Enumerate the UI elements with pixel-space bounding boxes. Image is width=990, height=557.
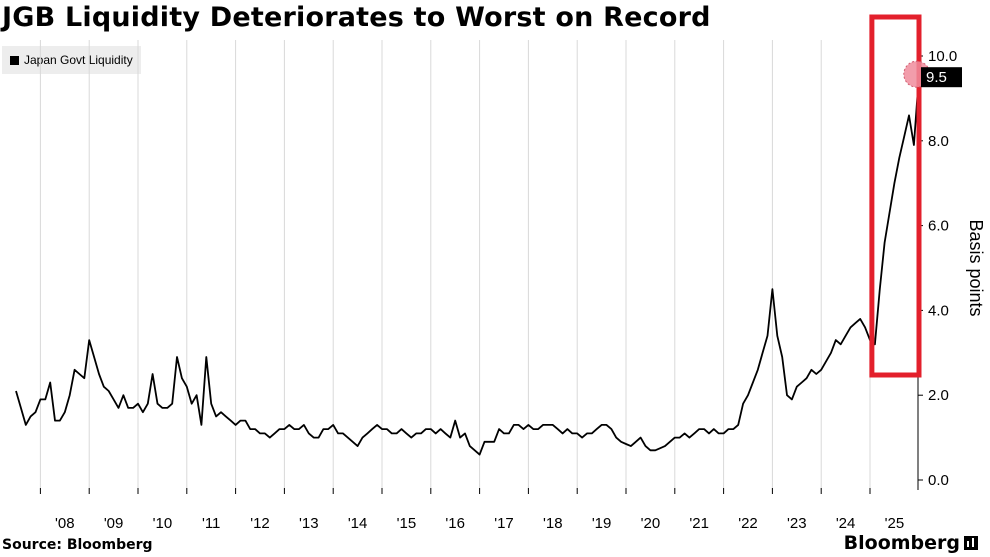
- x-tick-label: '22: [738, 515, 758, 532]
- x-tick-label: '18: [543, 515, 563, 532]
- x-tick-label: '17: [494, 515, 514, 532]
- x-tick-label: '11: [202, 515, 220, 532]
- x-tick-label: '12: [250, 515, 270, 532]
- y-tick-label: 6.0: [928, 218, 949, 235]
- legend-label: Japan Govt Liquidity: [24, 53, 133, 67]
- brand-logo: Bloomberg: [844, 532, 978, 554]
- last-value-label: 9.5: [926, 69, 947, 86]
- chart-title: JGB Liquidity Deteriorates to Worst on R…: [2, 2, 711, 33]
- bar-chart-icon: [964, 536, 978, 550]
- x-tick-label: '09: [104, 515, 124, 532]
- x-tick-label: '13: [299, 515, 319, 532]
- x-tick-label: '10: [153, 515, 173, 532]
- brand-name: Bloomberg: [843, 532, 960, 554]
- x-tick-label: '16: [445, 515, 465, 532]
- x-tick-label: '19: [592, 515, 612, 532]
- y-tick-label: 10.0: [928, 48, 957, 65]
- series-line: [15, 77, 920, 456]
- legend: Japan Govt Liquidity: [2, 46, 141, 74]
- x-tick-label: '25: [885, 515, 905, 532]
- x-tick-label: '15: [397, 515, 417, 532]
- x-tick-label: '24: [836, 515, 856, 532]
- y-tick-label: 0.0: [928, 472, 949, 489]
- y-tick-label: 2.0: [928, 387, 949, 404]
- source-note: Source: Bloomberg: [2, 537, 153, 553]
- x-tick-label: '20: [641, 515, 661, 532]
- last-value-box: [921, 67, 962, 88]
- x-tick-label: '21: [689, 515, 709, 532]
- x-tick-label: '14: [348, 515, 368, 532]
- y-axis-label: Basis points: [966, 219, 986, 316]
- legend-swatch: [10, 55, 19, 65]
- y-tick-label: 8.0: [928, 133, 949, 150]
- highlight-box: [869, 14, 922, 378]
- x-tick-label: '08: [55, 515, 75, 532]
- x-tick-label: '23: [787, 515, 807, 532]
- y-tick-label: 4.0: [928, 302, 949, 319]
